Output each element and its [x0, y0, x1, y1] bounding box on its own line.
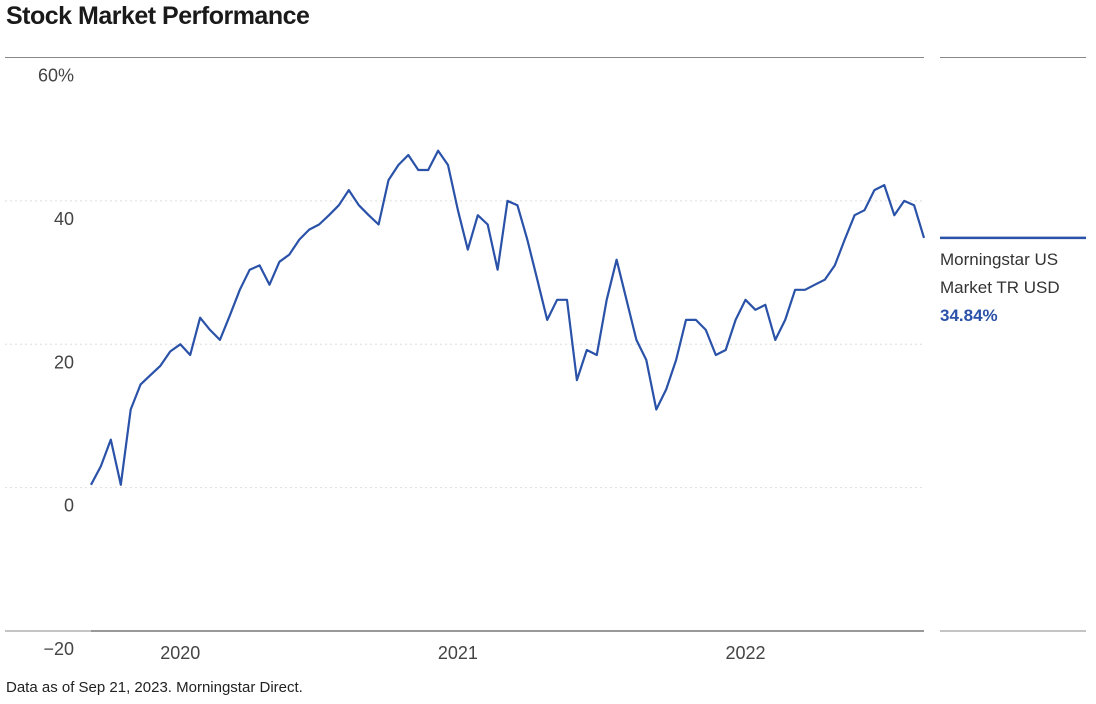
- legend: Morningstar US Market TR USD 34.84%: [940, 246, 1085, 330]
- legend-label: Morningstar US Market TR USD: [940, 250, 1060, 297]
- x-tick-label: 2020: [160, 643, 200, 663]
- y-tick-label: −20: [43, 639, 74, 659]
- x-tick-label: 2021: [438, 643, 478, 663]
- value-label: 34.84%: [940, 306, 998, 325]
- y-tick-label: 20: [54, 352, 74, 372]
- footnote: Data as of Sep 21, 2023. Morningstar Dir…: [6, 679, 303, 696]
- x-tick-label: 2022: [725, 643, 765, 663]
- line: [90, 149, 926, 486]
- y-tick-label: 60%: [38, 66, 74, 86]
- chart-title: Stock Market Performance: [6, 2, 310, 30]
- y-tick-label: 40: [54, 209, 74, 229]
- y-tick-label: 0: [64, 496, 74, 516]
